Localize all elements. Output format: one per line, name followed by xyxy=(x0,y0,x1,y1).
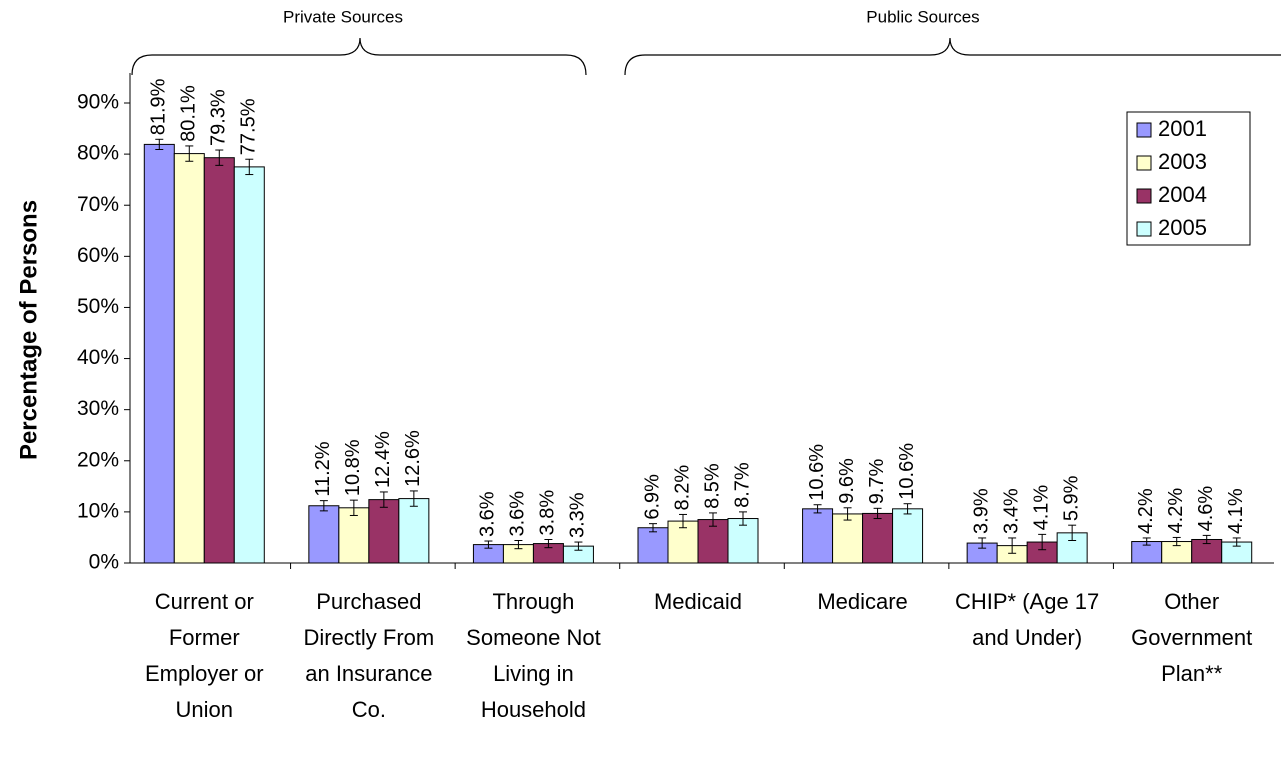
data-label: 8.2% xyxy=(671,465,693,511)
bar xyxy=(892,508,924,564)
data-label: 11.2% xyxy=(312,441,334,496)
data-label: 10.6% xyxy=(896,443,918,500)
legend-swatch xyxy=(1136,155,1152,171)
legend-label: 2001 xyxy=(1158,116,1207,141)
data-label: 12.4% xyxy=(372,431,394,488)
data-label: 4.2% xyxy=(1165,488,1187,534)
legend-swatch xyxy=(1136,221,1152,237)
bar xyxy=(143,143,175,564)
x-tick-label: CHIP* (Age 17 and Under) xyxy=(954,589,1100,650)
legend-label: 2005 xyxy=(1158,215,1207,240)
data-label: 4.1% xyxy=(1030,485,1052,531)
data-label: 79.3% xyxy=(208,89,230,146)
data-label: 4.2% xyxy=(1135,488,1157,534)
x-tick-label: Purchased Directly From an Insurance Co. xyxy=(303,589,435,722)
bar xyxy=(368,499,400,564)
annotation: Private Sources xyxy=(283,7,403,26)
data-label: 10.8% xyxy=(342,439,364,496)
data-label: 6.9% xyxy=(641,474,663,520)
data-label: 81.9% xyxy=(148,78,170,135)
data-label: 80.1% xyxy=(178,85,200,142)
bar xyxy=(308,505,340,564)
bar xyxy=(233,166,265,564)
data-label: 3.6% xyxy=(507,491,529,537)
bar xyxy=(832,513,864,564)
legend-swatch xyxy=(1136,188,1152,204)
legend-label: 2003 xyxy=(1158,149,1207,174)
y-tick-label: 80% xyxy=(77,142,119,165)
bar xyxy=(173,153,205,564)
data-label: 10.6% xyxy=(806,444,828,501)
annotation: Public Sources xyxy=(866,7,979,26)
data-label: 4.6% xyxy=(1195,486,1217,532)
legend-label: 2004 xyxy=(1158,182,1207,207)
data-label: 8.5% xyxy=(701,463,723,509)
bar xyxy=(637,527,669,564)
data-label: 9.6% xyxy=(836,458,858,504)
bar xyxy=(802,508,834,564)
data-label: 12.6% xyxy=(402,430,424,487)
x-tick-label: Through Someone Not Living in Household xyxy=(466,589,601,722)
data-label: 3.6% xyxy=(477,491,499,537)
data-label: 8.7% xyxy=(731,462,753,508)
data-label: 4.1% xyxy=(1225,488,1247,534)
bracket xyxy=(131,37,587,76)
data-label: 3.4% xyxy=(1000,488,1022,534)
data-label: 5.9% xyxy=(1060,475,1082,521)
bar xyxy=(697,519,729,564)
y-tick-label: 0% xyxy=(89,551,119,574)
y-tick-label: 40% xyxy=(77,346,119,369)
legend-swatch xyxy=(1136,122,1152,138)
bar xyxy=(398,498,430,564)
bracket xyxy=(624,37,1281,76)
bar xyxy=(862,512,894,564)
x-tick-label: Medicaid xyxy=(653,589,743,614)
data-label: 3.3% xyxy=(567,492,589,538)
bar xyxy=(338,507,370,564)
y-tick-label: 60% xyxy=(77,244,119,267)
x-tick-label: Current or Former Employer or Union xyxy=(144,589,264,722)
y-tick-label: 90% xyxy=(77,91,119,114)
data-label: 3.8% xyxy=(537,490,559,536)
y-tick-label: 20% xyxy=(77,448,119,471)
x-tick-label: Medicare xyxy=(817,589,908,614)
data-label: 9.7% xyxy=(866,459,888,505)
y-axis-label: Percentage of Persons xyxy=(15,200,42,460)
y-tick-label: 50% xyxy=(77,295,119,318)
y-tick-label: 10% xyxy=(77,499,119,522)
data-label: 77.5% xyxy=(238,98,260,155)
y-tick-label: 30% xyxy=(77,397,119,420)
x-tick-label: Other Government Plan** xyxy=(1131,589,1253,686)
y-tick-label: 70% xyxy=(77,193,119,216)
bar xyxy=(727,518,759,564)
bar xyxy=(203,157,235,564)
data-label: 3.9% xyxy=(970,488,992,534)
